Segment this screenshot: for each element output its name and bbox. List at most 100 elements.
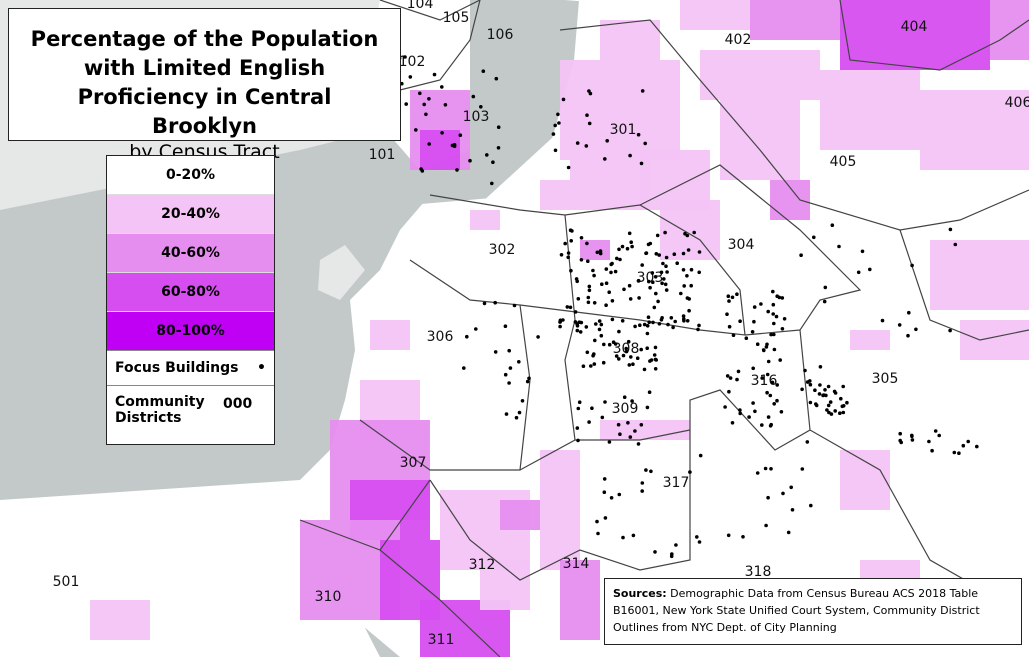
focus-building [695,535,699,539]
focus-building [596,531,600,536]
focus-building [620,244,625,249]
focus-building [753,409,757,414]
focus-building [837,244,841,249]
focus-building [800,467,805,471]
focus-building [786,530,791,535]
focus-building [591,353,595,358]
focus-building [692,230,696,235]
focus-building [681,314,686,318]
focus-building [458,133,463,137]
focus-building [655,233,660,238]
focus-building [607,342,612,347]
tract [500,500,540,530]
focus-building [760,376,764,380]
focus-building [629,355,633,359]
focus-building [617,357,621,361]
focus-building [653,345,658,350]
focus-building [830,223,835,227]
focus-building [553,148,558,153]
focus-building [966,439,970,444]
focus-building [681,268,686,272]
focus-building [664,288,669,292]
focus-building [647,390,652,395]
focus-building [504,412,509,416]
legend-sample: 000 [223,396,253,412]
focus-building [611,340,616,345]
tract [580,240,610,260]
focus-building [731,333,736,338]
focus-building [772,321,776,326]
focus-building [585,113,589,117]
focus-building [838,411,842,416]
focus-building [953,242,958,247]
focus-building [618,432,622,437]
focus-building [770,380,775,385]
focus-building [514,415,519,420]
focus-building [772,347,777,352]
focus-building [738,319,742,324]
focus-building [602,490,607,495]
focus-building [628,297,633,301]
focus-building [639,347,643,352]
focus-building [747,415,751,419]
focus-building [833,391,838,395]
focus-building [590,406,594,411]
focus-building [841,404,846,408]
district-label: 105 [443,10,470,26]
focus-building [765,342,769,347]
focus-building [644,251,649,255]
focus-building [765,372,770,377]
focus-building [624,349,629,354]
focus-building [636,132,641,137]
focus-building [462,366,466,370]
focus-building [403,55,407,59]
focus-building [661,261,665,266]
focus-building [604,303,608,308]
focus-building [614,354,619,358]
focus-building [766,359,771,364]
focus-building [771,289,775,294]
focus-building [626,421,630,425]
focus-building [697,250,702,254]
focus-building [587,121,592,126]
focus-building [648,241,653,246]
focus-building [527,376,531,381]
focus-building [669,554,674,559]
district-label: 312 [469,557,496,573]
focus-building [450,143,455,148]
focus-building [774,314,779,319]
tract [960,320,1029,360]
focus-building [625,246,630,251]
focus-building [578,330,583,334]
focus-building [738,411,742,416]
focus-building [660,281,664,286]
focus-building [775,294,779,299]
focus-building [957,451,961,456]
focus-building [604,281,609,286]
focus-building [782,317,787,321]
focus-building [910,438,915,442]
focus-building [975,444,979,449]
focus-building [575,141,580,145]
focus-building [741,535,745,539]
legend-swatch: 40-60% [107,233,274,272]
district-line [429,430,691,581]
focus-building [839,396,843,401]
legend-label: Focus Buildings [115,360,239,376]
tract [90,600,150,640]
focus-building [613,269,618,274]
focus-building [584,325,589,329]
title: Percentage of the Population with Limite… [30,27,379,138]
focus-building [833,409,837,413]
east-river [418,0,579,204]
focus-building [605,139,609,143]
focus-building [948,328,952,333]
focus-building [914,327,918,332]
tract [700,50,820,100]
legend-swatch: 60-80% [107,272,274,311]
focus-building [685,296,690,300]
focus-building [937,433,941,438]
district-line [519,214,576,471]
tract [560,560,600,640]
